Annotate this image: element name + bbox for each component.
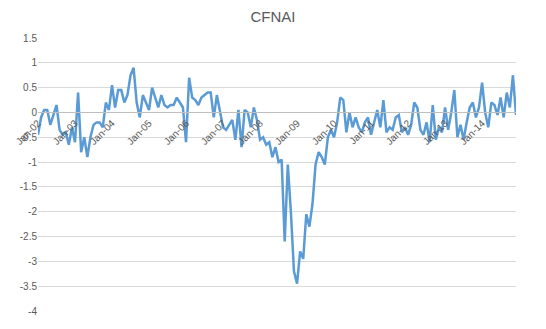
svg-text:Jan-09: Jan-09 xyxy=(273,117,303,147)
svg-text:0: 0 xyxy=(31,107,37,118)
svg-text:Jan-07: Jan-07 xyxy=(199,117,229,147)
svg-text:-2.5: -2.5 xyxy=(20,231,38,242)
svg-text:Jan-11: Jan-11 xyxy=(347,117,376,146)
svg-text:Jan-05: Jan-05 xyxy=(125,117,155,147)
svg-text:CFNAI: CFNAI xyxy=(251,8,296,25)
svg-text:-4: -4 xyxy=(28,306,37,317)
svg-text:-3: -3 xyxy=(28,256,37,267)
svg-text:1.5: 1.5 xyxy=(23,33,37,44)
svg-text:Jan-12: Jan-12 xyxy=(384,117,414,147)
svg-text:Jan-14: Jan-14 xyxy=(458,117,488,147)
svg-text:-1: -1 xyxy=(28,157,37,168)
svg-text:Jan-10: Jan-10 xyxy=(310,117,340,147)
svg-text:-1.5: -1.5 xyxy=(20,181,38,192)
svg-text:-0.5: -0.5 xyxy=(20,132,38,143)
svg-text:Jan-04: Jan-04 xyxy=(88,117,118,147)
svg-text:0.5: 0.5 xyxy=(23,82,37,93)
svg-text:Jan-06: Jan-06 xyxy=(162,117,192,147)
svg-text:Jan-13: Jan-13 xyxy=(421,117,451,147)
svg-text:-3.5: -3.5 xyxy=(20,281,38,292)
svg-text:Jan-02: Jan-02 xyxy=(14,117,44,147)
svg-text:Jan-03: Jan-03 xyxy=(51,117,81,147)
svg-text:-2: -2 xyxy=(28,206,37,217)
svg-text:Jan-08: Jan-08 xyxy=(236,117,266,147)
svg-text:1: 1 xyxy=(31,57,37,68)
